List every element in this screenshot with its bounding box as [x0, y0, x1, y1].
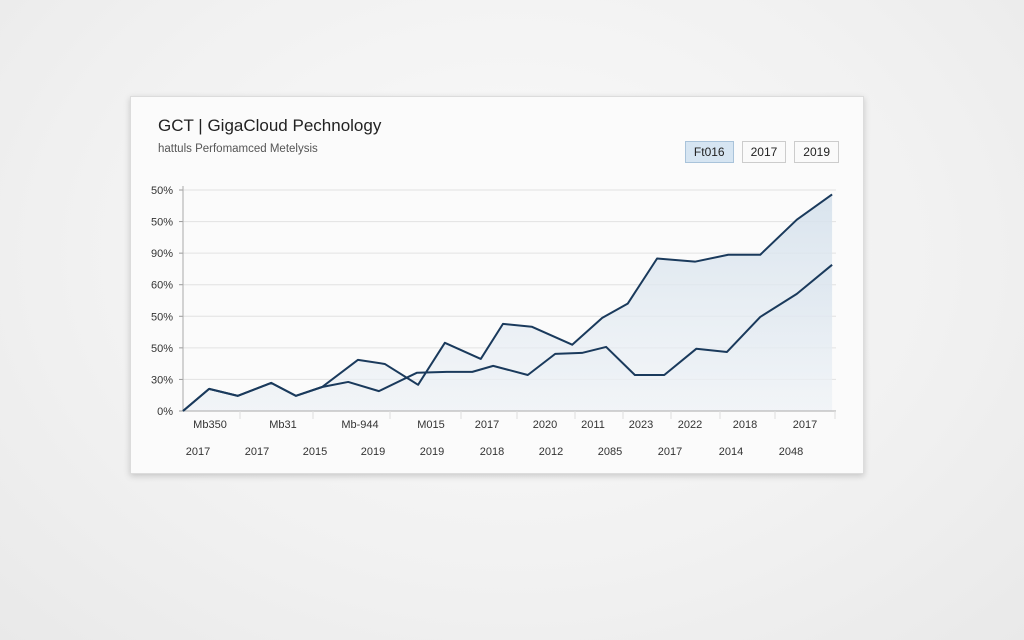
y-tick-label: 50% [151, 343, 173, 355]
x-tick-label: 2017 [475, 419, 499, 431]
x-tick-label: 2020 [533, 419, 557, 431]
period-button-2017[interactable]: 2017 [741, 141, 787, 163]
x-tick-label-secondary: 2019 [361, 446, 385, 458]
y-tick-label: 50% [151, 311, 173, 323]
period-button-ft016[interactable]: Ft016 [684, 141, 734, 163]
chart-title: GCT | GigaCloud Pechnology [158, 116, 382, 135]
x-tick-label-secondary: 2019 [420, 446, 444, 458]
x-tick-label: 2018 [733, 419, 757, 431]
x-tick-label-secondary: 2014 [719, 446, 743, 458]
x-tick-label: M015 [417, 419, 445, 431]
x-tick-label: Mb31 [269, 419, 297, 431]
y-tick-label: 60% [151, 280, 173, 292]
y-tick-label: 50% [151, 217, 173, 229]
x-tick-label-secondary: 2012 [539, 446, 563, 458]
series-area-1 [183, 194, 833, 411]
x-tick-label-secondary: 2048 [779, 446, 803, 458]
chart-subtitle: hattuls Perfomamced Metelysis [158, 143, 318, 155]
x-tick-label: 2022 [678, 419, 702, 431]
y-tick-label: 30% [151, 374, 173, 386]
x-tick-label: 2017 [793, 419, 817, 431]
x-tick-label-secondary: 2017 [245, 446, 269, 458]
x-tick-label: 2011 [581, 419, 605, 431]
x-tick-label-secondary: 2017 [658, 446, 682, 458]
x-tick-label-secondary: 2017 [186, 446, 210, 458]
y-tick-label: 0% [157, 406, 173, 418]
x-tick-label-secondary: 2018 [480, 446, 504, 458]
series-area-2 [183, 264, 833, 411]
x-tick-label-secondary: 2015 [303, 446, 327, 458]
y-tick-label: 50% [151, 185, 173, 197]
period-button-2019[interactable]: 2019 [794, 141, 839, 163]
y-tick-label: 90% [151, 248, 173, 260]
x-tick-label: 2023 [629, 419, 653, 431]
x-tick-label: Mb350 [193, 419, 227, 431]
period-selector: Ft016 2017 2019 [684, 141, 839, 163]
x-tick-label: Mb-944 [341, 419, 378, 431]
x-tick-label-secondary: 2085 [598, 446, 622, 458]
